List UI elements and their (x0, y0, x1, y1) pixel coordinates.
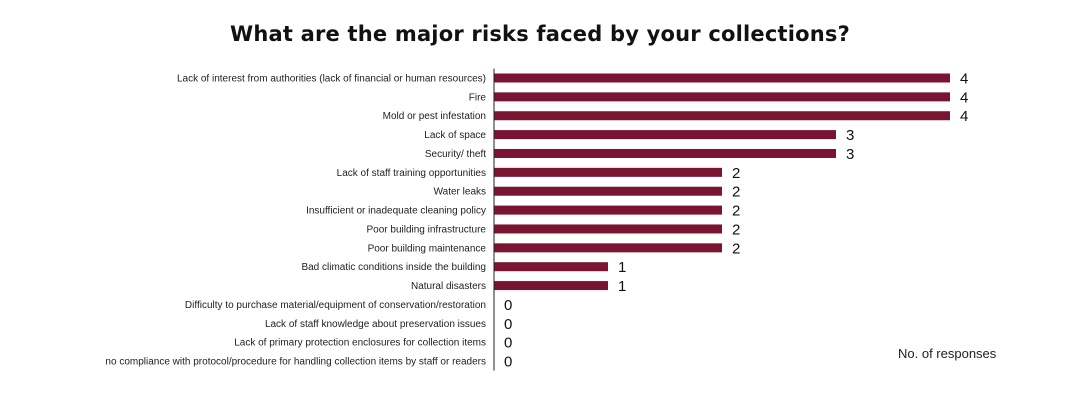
bar (494, 130, 836, 140)
bar (494, 167, 722, 177)
bar (494, 243, 722, 253)
bar (494, 281, 608, 291)
data-label: 0 (504, 354, 512, 371)
bar (494, 73, 950, 83)
x-axis-label: No. of responses (898, 346, 997, 361)
bar (494, 262, 608, 272)
category-label: no compliance with protocol/procedure fo… (105, 357, 486, 368)
category-label: Lack of staff knowledge about preservati… (265, 319, 486, 330)
category-label: Lack of staff training opportunities (337, 168, 486, 179)
category-label: Lack of space (424, 130, 486, 141)
data-label: 4 (960, 89, 968, 106)
bars (494, 73, 950, 291)
category-label: Mold or pest infestation (383, 111, 486, 122)
data-label: 0 (504, 297, 512, 314)
data-label: 3 (846, 146, 854, 163)
bar (494, 92, 950, 102)
data-label: 3 (846, 127, 854, 144)
data-label: 4 (960, 71, 968, 88)
category-label: Security/ theft (425, 149, 486, 160)
category-labels: Lack of interest from authorities (lack … (105, 74, 486, 368)
bar (494, 205, 722, 215)
data-label: 2 (732, 165, 740, 182)
category-label: Water leaks (434, 187, 486, 198)
data-label: 1 (618, 278, 626, 295)
category-label: Fire (469, 92, 487, 103)
category-label: Lack of interest from authorities (lack … (177, 74, 486, 85)
bar (494, 224, 722, 234)
data-label: 2 (732, 240, 740, 257)
bar (494, 148, 836, 158)
chart-title: What are the major risks faced by your c… (230, 22, 850, 46)
bar (494, 186, 722, 196)
data-label: 2 (732, 203, 740, 220)
category-label: Natural disasters (411, 281, 486, 292)
data-label: 4 (960, 108, 968, 125)
bar (494, 111, 950, 121)
data-label: 0 (504, 335, 512, 352)
category-label: Insufficient or inadequate cleaning poli… (306, 206, 486, 217)
category-label: Lack of primary protection enclosures fo… (234, 338, 486, 349)
category-label: Difficulty to purchase material/equipmen… (185, 300, 486, 311)
data-label: 1 (618, 259, 626, 276)
data-label: 0 (504, 316, 512, 333)
category-label: Poor building infrastructure (366, 224, 486, 235)
data-label: 2 (732, 221, 740, 238)
data-label: 2 (732, 184, 740, 201)
category-label: Bad climatic conditions inside the build… (301, 262, 486, 273)
category-label: Poor building maintenance (368, 243, 487, 254)
